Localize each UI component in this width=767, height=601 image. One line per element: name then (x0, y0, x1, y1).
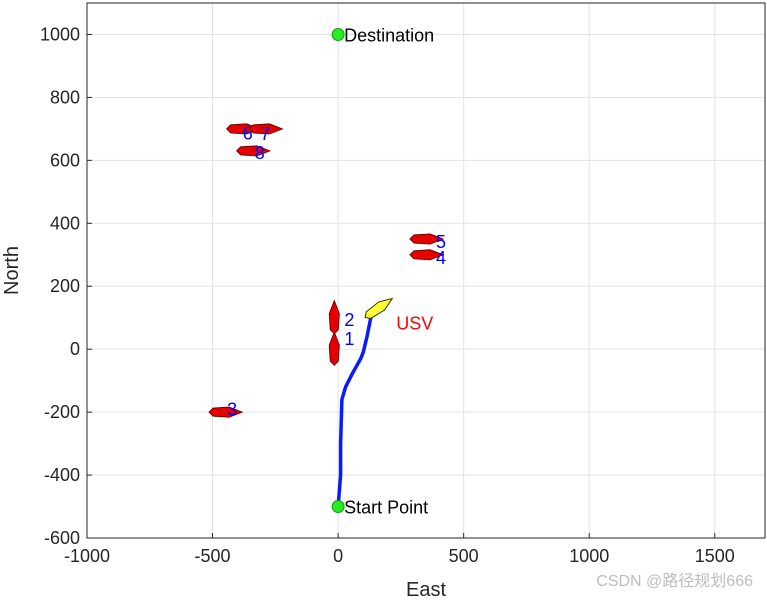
y-tick-label: 0 (70, 339, 80, 359)
y-tick-label: 400 (50, 213, 80, 233)
y-tick-label: 200 (50, 276, 80, 296)
obstacle-ship-2 (328, 299, 340, 335)
x-tick-label: 1000 (569, 546, 609, 566)
destination-label: Destination (344, 25, 434, 45)
y-tick-label: 800 (50, 87, 80, 107)
obstacle-label-7: 7 (260, 124, 270, 144)
obstacle-ship-7 (248, 123, 284, 135)
tick-labels: -1000 -500 0 500 1000 1500 -600 -400 -200 0 200 400… (40, 24, 735, 566)
x-axis-label: East (406, 579, 446, 601)
y-tick-label: 1000 (40, 24, 80, 44)
point-marker (331, 500, 345, 514)
usv-path-line (336, 309, 378, 509)
obstacle-ship-1 (328, 330, 340, 366)
y-tick-label: -400 (44, 465, 80, 485)
start-point-label: Start Point (344, 498, 428, 518)
obstacle-label-6: 6 (243, 124, 253, 144)
usv-ship (364, 297, 394, 319)
x-tick-label: 0 (333, 546, 343, 566)
y-tick-label: 600 (50, 150, 80, 170)
usv-label: USV (396, 313, 433, 333)
obstacle-ship-4 (409, 249, 445, 261)
obstacle-label-5: 5 (436, 232, 446, 252)
grid-lines (86, 3, 765, 539)
point-marker (331, 27, 345, 41)
y-tick-label: -600 (44, 528, 80, 548)
obstacle-ship-8 (235, 145, 272, 157)
x-tick-label: 1500 (695, 546, 735, 566)
y-axis-label: North (1, 246, 23, 295)
obstacle-label-3: 3 (227, 400, 237, 420)
obstacle-ship-3 (208, 406, 244, 418)
axes-box (86, 2, 766, 539)
obstacle-label-1: 1 (344, 329, 354, 349)
x-tick-label: 500 (449, 546, 479, 566)
obstacle-label-8: 8 (255, 143, 265, 163)
x-tick-label: -1000 (64, 546, 110, 566)
obstacle-ship-5 (409, 233, 445, 245)
watermark: CSDN @路径规划666 (596, 573, 753, 590)
obstacle-label-4: 4 (436, 248, 446, 268)
y-tick-label: -200 (44, 402, 80, 422)
x-tick-label: -500 (195, 546, 231, 566)
obstacle-label-2: 2 (344, 310, 354, 330)
